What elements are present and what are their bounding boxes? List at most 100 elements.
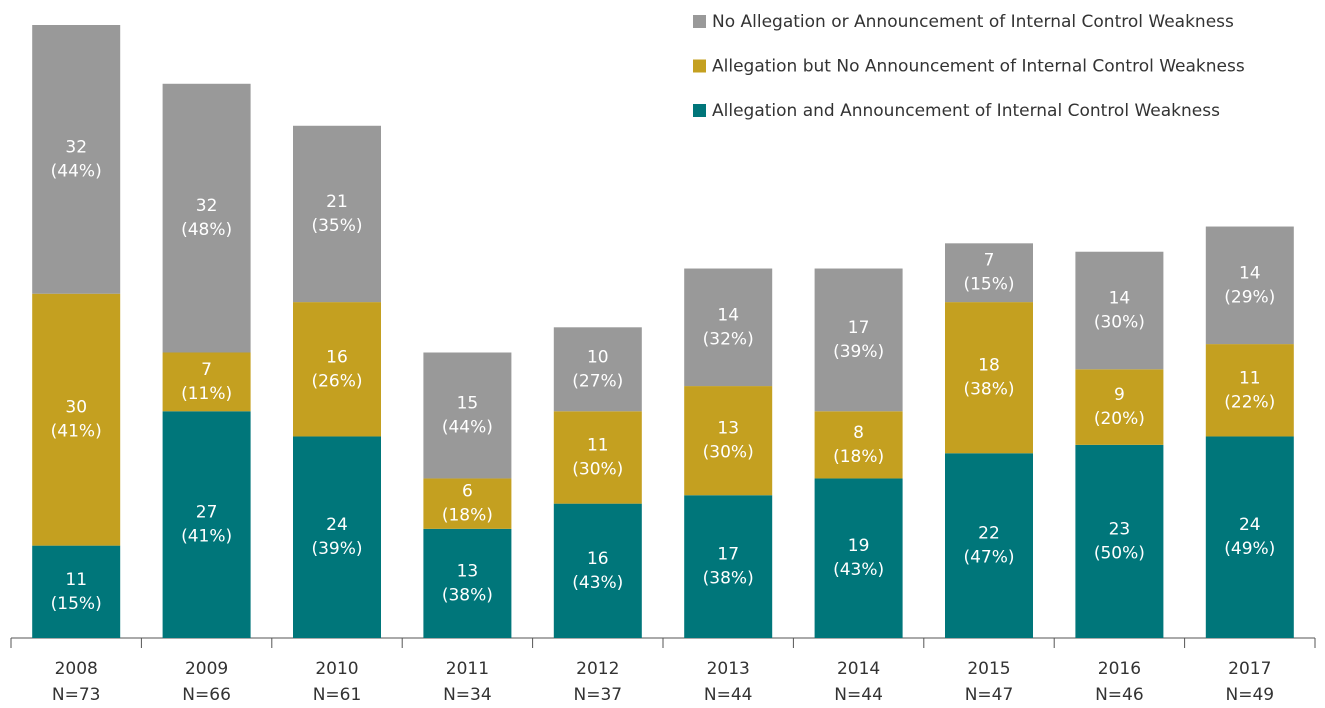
share-label: (47%) — [963, 548, 1014, 568]
share-label: (50%) — [1094, 543, 1145, 563]
share-label: (43%) — [572, 573, 623, 593]
share-label: (43%) — [833, 560, 884, 580]
data-label: 16 — [326, 347, 348, 367]
data-label: 7 — [984, 251, 995, 271]
share-label: (38%) — [442, 585, 493, 605]
share-label: (20%) — [1094, 409, 1145, 429]
x-tick-label: 2014 — [837, 659, 880, 679]
n-label: N=73 — [52, 685, 101, 705]
bar-segment — [814, 411, 903, 479]
share-label: (49%) — [1224, 539, 1275, 559]
data-label: 21 — [326, 192, 348, 212]
bar-segment — [1205, 436, 1294, 638]
data-label: 14 — [1239, 263, 1261, 283]
x-tick-label: 2013 — [707, 659, 750, 679]
data-label: 8 — [853, 423, 864, 443]
x-tick-label: 2008 — [55, 659, 98, 679]
n-label: N=37 — [574, 685, 623, 705]
data-label: 32 — [65, 137, 87, 157]
legend-label: Allegation but No Announcement of Intern… — [712, 57, 1245, 77]
share-label: (11%) — [181, 384, 232, 404]
legend-label: Allegation and Announcement of Internal … — [712, 101, 1220, 121]
bar-segment — [553, 411, 642, 504]
bar-segment — [945, 453, 1033, 638]
bar-segment — [945, 302, 1033, 454]
data-label: 32 — [196, 196, 218, 216]
bar-segment — [1205, 226, 1294, 345]
share-label: (15%) — [51, 594, 102, 614]
data-label: 13 — [717, 419, 739, 439]
x-tick-label: 2012 — [576, 659, 619, 679]
n-label: N=47 — [965, 685, 1014, 705]
bar-segment — [293, 436, 381, 638]
share-label: (38%) — [963, 380, 1014, 400]
n-label: N=61 — [313, 685, 362, 705]
n-label: N=34 — [443, 685, 492, 705]
bar-segment — [1075, 369, 1164, 445]
share-label: (15%) — [963, 275, 1014, 295]
data-label: 13 — [457, 561, 479, 581]
data-label: 17 — [848, 318, 870, 338]
data-label: 17 — [717, 545, 739, 565]
share-label: (27%) — [572, 371, 623, 391]
x-tick-label: 2010 — [315, 659, 358, 679]
n-label: N=44 — [834, 685, 883, 705]
share-label: (30%) — [703, 443, 754, 463]
share-label: (38%) — [703, 569, 754, 589]
share-label: (44%) — [51, 161, 102, 181]
bar-segment — [1075, 251, 1164, 370]
data-label: 19 — [848, 536, 870, 556]
legend-swatch — [693, 15, 706, 28]
share-label: (35%) — [311, 216, 362, 236]
n-label: N=49 — [1226, 685, 1275, 705]
bar-segment — [32, 545, 121, 638]
bar-segment — [162, 352, 251, 412]
data-label: 14 — [1109, 289, 1131, 309]
share-label: (41%) — [51, 422, 102, 442]
x-tick-label: 2015 — [967, 659, 1010, 679]
data-label: 6 — [462, 482, 473, 502]
share-label: (44%) — [442, 417, 493, 437]
share-label: (39%) — [833, 342, 884, 362]
data-label: 18 — [978, 356, 1000, 376]
data-label: 11 — [1239, 368, 1261, 388]
bar-segment — [814, 478, 903, 638]
bar-segment — [814, 268, 903, 412]
x-tick-label: 2009 — [185, 659, 228, 679]
data-label: 11 — [65, 570, 87, 590]
bar-segment — [162, 83, 251, 353]
share-label: (41%) — [181, 527, 232, 547]
bar-segment — [1205, 344, 1294, 437]
bar-segment — [32, 25, 121, 294]
data-label: 9 — [1114, 385, 1125, 405]
data-label: 24 — [326, 515, 348, 535]
bar-segment — [553, 327, 642, 412]
share-label: (30%) — [572, 459, 623, 479]
legend-label: No Allegation or Announcement of Interna… — [712, 12, 1234, 32]
share-label: (26%) — [311, 371, 362, 391]
legend-swatch — [693, 59, 706, 73]
n-label: N=66 — [182, 685, 231, 705]
bar-segment — [293, 125, 381, 303]
share-label: (32%) — [703, 329, 754, 349]
share-label: (30%) — [1094, 313, 1145, 333]
data-label: 15 — [457, 393, 479, 413]
data-label: 10 — [587, 347, 609, 367]
data-label: 30 — [65, 398, 87, 418]
data-label: 11 — [587, 435, 609, 455]
n-label: N=46 — [1095, 685, 1144, 705]
bar-segment — [423, 528, 512, 638]
x-tick-label: 2016 — [1098, 659, 1141, 679]
bar-segment — [423, 352, 512, 479]
bar-segment — [293, 302, 381, 437]
bar-segment — [684, 495, 773, 638]
share-label: (29%) — [1224, 287, 1275, 307]
bar-segment — [1075, 444, 1164, 638]
bar-segment — [32, 293, 121, 546]
n-label: N=44 — [704, 685, 753, 705]
bar-segment — [945, 243, 1033, 303]
x-tick-label: 2011 — [446, 659, 489, 679]
data-label: 27 — [196, 503, 218, 523]
x-tick-label: 2017 — [1228, 659, 1271, 679]
bar-segment — [684, 386, 773, 496]
